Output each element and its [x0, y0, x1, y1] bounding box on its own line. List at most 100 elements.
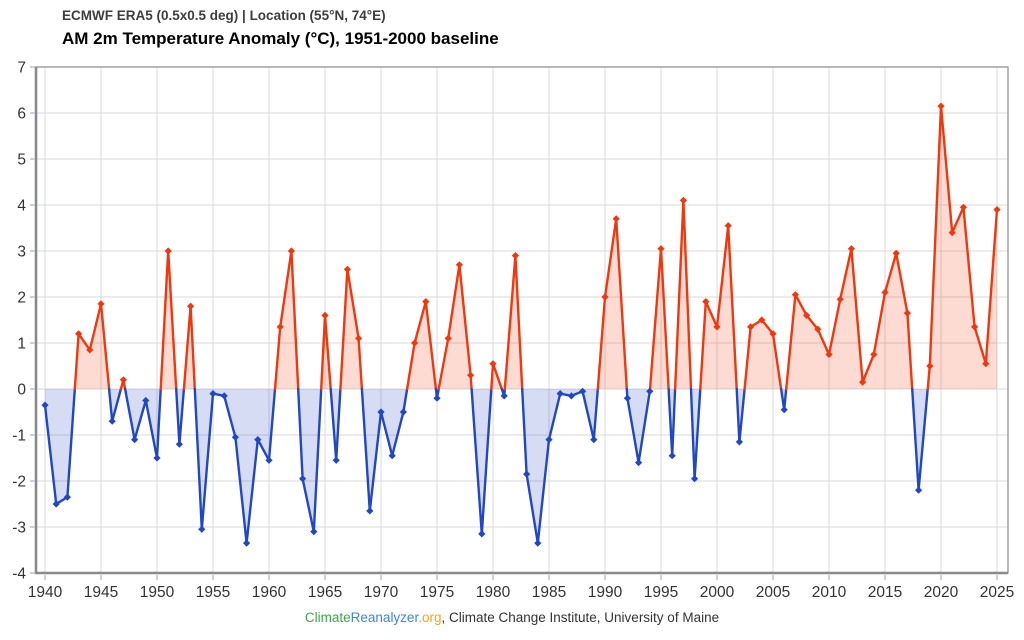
footer-link-reanalyzer[interactable]: Reanalyzer	[350, 610, 419, 625]
data-point-1983[interactable]	[523, 470, 531, 478]
data-point-2018[interactable]	[915, 486, 923, 494]
data-point-1992[interactable]	[623, 394, 631, 402]
data-point-1953[interactable]	[187, 302, 195, 310]
data-point-1964[interactable]	[310, 528, 318, 536]
data-point-1955[interactable]	[209, 390, 217, 398]
data-point-1993[interactable]	[635, 459, 643, 467]
y-tick-label-3: 3	[17, 244, 26, 261]
data-point-1999[interactable]	[702, 298, 710, 306]
data-point-2011[interactable]	[836, 295, 844, 303]
x-tick-label-1965: 1965	[308, 584, 342, 600]
data-point-1948[interactable]	[131, 436, 139, 444]
data-point-1987[interactable]	[567, 392, 575, 400]
data-point-1965[interactable]	[321, 311, 329, 319]
data-point-2003[interactable]	[747, 323, 755, 331]
y-tick-label-0: 0	[17, 382, 26, 399]
data-point-2022[interactable]	[959, 203, 967, 211]
data-point-1973[interactable]	[411, 339, 419, 347]
data-point-2019[interactable]	[926, 362, 934, 370]
data-point-1950[interactable]	[153, 454, 161, 462]
data-point-1984[interactable]	[534, 539, 542, 547]
data-point-1991[interactable]	[612, 215, 620, 223]
x-tick-label-1945: 1945	[84, 584, 118, 600]
x-tick-label-1970: 1970	[364, 584, 399, 600]
data-points[interactable]	[41, 102, 1001, 547]
data-point-1980[interactable]	[489, 360, 497, 368]
data-point-1982[interactable]	[511, 252, 519, 260]
x-tick-label-1990: 1990	[588, 584, 623, 600]
data-point-1986[interactable]	[556, 390, 564, 398]
data-point-1957[interactable]	[231, 433, 239, 441]
data-point-2021[interactable]	[948, 229, 956, 237]
data-point-2023[interactable]	[971, 323, 979, 331]
plot-border	[34, 66, 1009, 575]
data-point-1942[interactable]	[63, 493, 71, 501]
data-point-1995[interactable]	[657, 245, 665, 253]
temperature-anomaly-chart[interactable]: 1940 1945 1950 1955 1960 1965 1970 1975 1980 1985…	[0, 0, 1024, 601]
data-point-1945[interactable]	[97, 300, 105, 308]
data-point-1971[interactable]	[388, 452, 396, 460]
data-point-2013[interactable]	[859, 378, 867, 386]
data-point-1994[interactable]	[646, 387, 654, 395]
data-point-1963[interactable]	[299, 475, 307, 483]
data-point-2010[interactable]	[825, 350, 833, 359]
data-point-1988[interactable]	[579, 387, 587, 395]
data-point-2001[interactable]	[724, 222, 732, 230]
data-point-1952[interactable]	[175, 440, 183, 448]
data-point-1979[interactable]	[478, 530, 486, 538]
data-point-2024[interactable]	[982, 360, 990, 368]
data-point-1956[interactable]	[220, 392, 228, 400]
data-point-1946[interactable]	[108, 417, 116, 425]
data-point-1978[interactable]	[467, 371, 475, 379]
data-point-1949[interactable]	[142, 396, 150, 405]
data-point-1959[interactable]	[254, 436, 262, 444]
data-point-2020[interactable]	[937, 102, 945, 110]
data-point-2002[interactable]	[735, 438, 743, 446]
data-point-2014[interactable]	[870, 350, 878, 359]
data-point-1974[interactable]	[422, 298, 430, 306]
footer-link-climate[interactable]: Climate	[304, 610, 351, 625]
data-point-1990[interactable]	[601, 293, 609, 301]
data-point-1998[interactable]	[691, 475, 699, 483]
data-point-1947[interactable]	[119, 376, 127, 384]
footer-link-org[interactable]: .org	[418, 610, 442, 625]
data-point-2017[interactable]	[903, 309, 911, 317]
data-point-2015[interactable]	[881, 288, 889, 296]
data-point-2005[interactable]	[769, 330, 777, 338]
data-point-1944[interactable]	[86, 346, 94, 354]
gridlines	[36, 66, 1008, 574]
data-point-1958[interactable]	[243, 539, 251, 547]
data-point-2006[interactable]	[780, 406, 788, 414]
data-point-1975[interactable]	[433, 394, 441, 402]
data-point-2025[interactable]	[993, 206, 1001, 214]
data-point-1977[interactable]	[455, 261, 463, 269]
data-point-1961[interactable]	[276, 323, 284, 331]
data-point-1951[interactable]	[164, 247, 172, 255]
data-point-1972[interactable]	[399, 408, 407, 416]
data-point-2012[interactable]	[847, 245, 855, 253]
data-point-1960[interactable]	[265, 456, 273, 464]
data-point-2004[interactable]	[758, 316, 766, 324]
data-point-1996[interactable]	[668, 452, 676, 460]
data-point-1966[interactable]	[332, 456, 340, 464]
data-point-2009[interactable]	[814, 325, 822, 333]
data-point-2008[interactable]	[803, 311, 811, 319]
data-point-1997[interactable]	[679, 196, 687, 204]
data-point-1970[interactable]	[377, 408, 385, 416]
data-point-1954[interactable]	[198, 525, 206, 533]
x-tick-label-1940: 1940	[28, 584, 63, 600]
data-point-1943[interactable]	[75, 330, 83, 338]
data-point-2016[interactable]	[892, 249, 900, 257]
data-point-1968[interactable]	[355, 334, 363, 342]
data-point-1962[interactable]	[287, 247, 295, 255]
data-point-1940[interactable]	[41, 401, 49, 409]
data-point-2000[interactable]	[713, 323, 721, 331]
data-point-1969[interactable]	[366, 507, 374, 515]
data-point-1976[interactable]	[444, 334, 452, 342]
data-point-1941[interactable]	[52, 500, 60, 508]
data-point-1981[interactable]	[500, 392, 508, 400]
data-point-1985[interactable]	[545, 436, 553, 444]
data-point-2007[interactable]	[791, 291, 799, 299]
data-point-1989[interactable]	[590, 436, 598, 444]
data-point-1967[interactable]	[343, 265, 351, 273]
